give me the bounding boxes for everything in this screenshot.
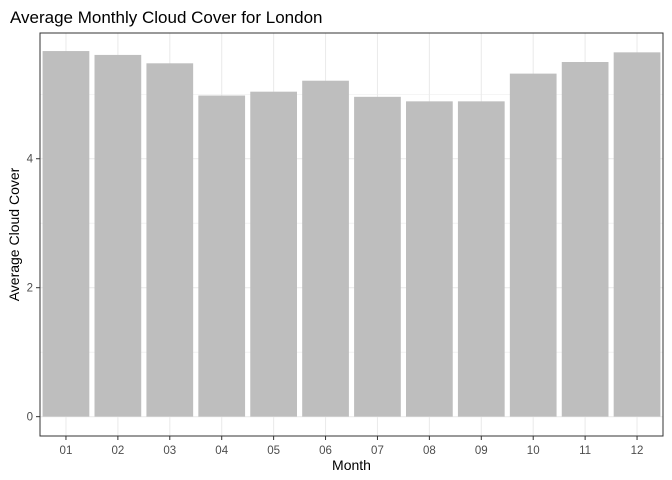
bar <box>198 95 246 417</box>
bar <box>406 101 453 417</box>
bar <box>613 52 661 417</box>
bar <box>561 62 609 417</box>
bars <box>42 51 661 417</box>
x-tick-label: 03 <box>163 445 176 457</box>
x-tick-label: 06 <box>319 445 332 457</box>
x-tick-label: 07 <box>371 445 384 457</box>
x-tick-label: 12 <box>631 445 644 457</box>
x-tick-label: 01 <box>60 445 73 457</box>
bar <box>250 91 297 417</box>
x-tick-label: 05 <box>267 445 280 457</box>
y-axis-title: Average Cloud Cover <box>6 167 22 301</box>
bar <box>302 80 349 417</box>
bar <box>146 63 194 417</box>
x-axis-title: Month <box>332 457 371 473</box>
y-tick-label: 2 <box>27 283 33 295</box>
chart-title: Average Monthly Cloud Cover for London <box>10 8 322 27</box>
bar <box>457 101 505 417</box>
x-tick-label: 02 <box>111 445 124 457</box>
y-tick-label: 4 <box>27 154 34 166</box>
x-tick-label: 11 <box>579 445 591 457</box>
x-tick-label: 09 <box>475 445 488 457</box>
y-tick-label: 0 <box>27 412 33 424</box>
bar <box>42 51 90 417</box>
x-tick-label: 10 <box>527 445 540 457</box>
bar <box>509 73 557 417</box>
x-tick-label: 04 <box>215 445 228 457</box>
bar <box>354 96 401 417</box>
x-tick-label: 08 <box>423 445 436 457</box>
panel-border <box>39 32 664 437</box>
bar <box>94 54 142 417</box>
